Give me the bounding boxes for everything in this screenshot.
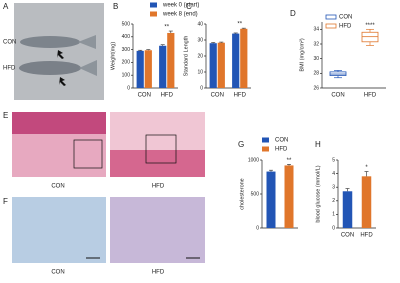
panel-label: B — [113, 2, 118, 11]
bar — [284, 165, 294, 228]
y-tick-label: 0 — [127, 85, 130, 91]
fish — [20, 36, 80, 48]
inset-box — [145, 134, 177, 164]
legend-label: HFD — [275, 147, 288, 153]
panel-label: A — [3, 2, 9, 11]
image-label: CON — [51, 184, 64, 190]
y-axis-label: blood glucose (mmol/L) — [315, 165, 321, 222]
y-tick-label: 32 — [313, 41, 319, 47]
significance: ** — [237, 22, 242, 28]
tissue — [12, 112, 106, 134]
panel-label: C — [186, 2, 192, 11]
y-tick-label: 1 — [332, 212, 335, 218]
y-tick-label: 30 — [313, 56, 319, 62]
y-tick-label: 200 — [122, 60, 131, 66]
y-tick-label: 2 — [332, 198, 335, 204]
panel-label: E — [3, 111, 8, 120]
x-tick-label: HFD — [360, 233, 373, 239]
y-tick-label: 500 — [251, 191, 260, 197]
panel-label: D — [290, 9, 296, 18]
y-tick-label: 26 — [313, 85, 319, 91]
y-axis-label: cholesterone — [239, 178, 245, 210]
legend-label: week 8 (end) — [162, 12, 198, 18]
legend-swatch — [262, 146, 269, 152]
significance: **** — [365, 23, 375, 29]
arrow — [57, 50, 64, 59]
y-tick-label: 30 — [197, 37, 203, 43]
significance: ** — [164, 25, 169, 31]
tissue — [110, 150, 205, 177]
y-tick-label: 0 — [332, 225, 335, 231]
stain-image — [12, 197, 106, 263]
legend-swatch — [325, 14, 337, 20]
y-tick-label: 40 — [197, 21, 203, 27]
x-tick-label: CON — [341, 233, 354, 239]
y-tick-label: 400 — [122, 34, 131, 40]
y-tick-label: 10 — [197, 69, 203, 75]
y-tick-label: 500 — [122, 21, 131, 27]
bar — [144, 50, 152, 88]
bar — [232, 33, 240, 88]
stain-image — [110, 197, 205, 263]
bar — [217, 42, 225, 88]
y-tick-label: 0 — [256, 225, 259, 231]
panel-label: H — [315, 140, 321, 149]
legend-label: CON — [275, 138, 288, 144]
panel-label: F — [3, 197, 8, 206]
x-tick-label: CON — [211, 93, 224, 99]
y-tick-label: 5 — [332, 157, 335, 163]
x-tick-label: CON — [138, 93, 151, 99]
y-tick-label: 4 — [332, 171, 335, 177]
y-tick-label: 34 — [313, 27, 319, 33]
bar — [167, 32, 175, 88]
arrow — [59, 77, 66, 86]
legend-swatch — [325, 23, 337, 29]
legend-label: week 0 (start) — [162, 3, 199, 9]
bar — [266, 171, 276, 228]
bar — [159, 45, 167, 88]
y-tick-label: 100 — [122, 73, 131, 79]
image-label: HFD — [152, 184, 165, 190]
fish-tail — [79, 60, 97, 76]
x-tick-label: CON — [331, 93, 344, 99]
bar — [342, 191, 353, 228]
y-tick-label: 28 — [313, 71, 319, 77]
y-tick-label: 300 — [122, 47, 131, 53]
legend-label: HFD — [339, 24, 352, 30]
inset-box — [73, 139, 103, 169]
image-label: CON — [51, 270, 64, 276]
legend-label: CON — [339, 15, 352, 21]
bar — [240, 28, 248, 88]
y-axis-label: Standard Length — [183, 36, 189, 77]
x-tick-label: HFD — [161, 93, 174, 99]
y-axis-label: BMI (mg/cm²) — [299, 38, 305, 71]
fish — [19, 61, 81, 75]
significance: ** — [287, 158, 292, 164]
legend-swatch — [262, 137, 269, 143]
bar — [361, 176, 372, 228]
y-tick-label: 0 — [200, 85, 203, 91]
image-label: HFD — [3, 66, 16, 72]
legend-swatch — [150, 11, 157, 17]
x-tick-label: HFD — [234, 93, 247, 99]
y-axis-label: Weight(mg) — [110, 42, 116, 70]
panel-label: G — [238, 140, 244, 149]
x-tick-label: HFD — [364, 93, 377, 99]
y-tick-label: 3 — [332, 185, 335, 191]
legend-swatch — [150, 2, 157, 8]
significance: * — [365, 165, 368, 171]
bar — [209, 43, 217, 88]
image-label: CON — [3, 40, 16, 46]
y-tick-label: 1000 — [248, 157, 259, 163]
y-tick-label: 20 — [197, 53, 203, 59]
bar — [136, 50, 144, 88]
fish-tail — [78, 35, 96, 49]
image-label: HFD — [152, 270, 165, 276]
